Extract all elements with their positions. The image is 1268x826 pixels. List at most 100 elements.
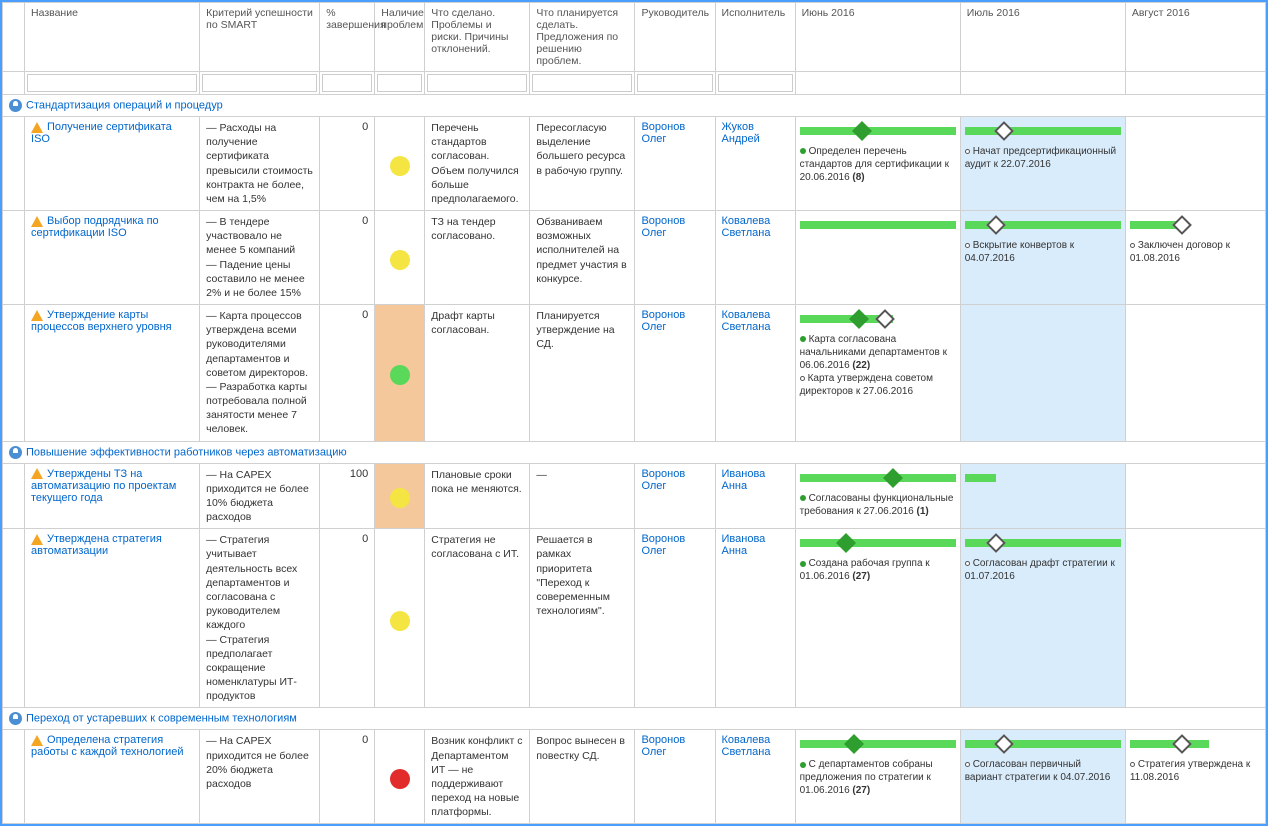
bullet-icon	[1130, 762, 1135, 767]
done-cell: Стратегия не согласована с ИТ.	[425, 529, 530, 708]
task-name-link[interactable]: Выбор подрядчика по сертификации ISO	[31, 215, 159, 239]
milestone-pending-icon[interactable]	[994, 121, 1014, 141]
col-status[interactable]: Наличие проблем	[375, 3, 425, 72]
executor-link[interactable]: Ковалева Светлана	[722, 215, 771, 239]
task-row: Утверждены ТЗ на автоматизацию по проект…	[3, 463, 1266, 529]
status-cell	[375, 305, 425, 442]
task-name-link[interactable]: Утверждены ТЗ на автоматизацию по проект…	[31, 468, 176, 504]
expand-cell[interactable]	[3, 463, 25, 529]
pct-cell: 0	[320, 211, 375, 305]
warning-icon	[31, 468, 43, 479]
bullet-icon	[965, 762, 970, 767]
filter-row	[3, 72, 1266, 95]
pct-cell: 0	[320, 730, 375, 824]
executor-link[interactable]: Ковалева Светлана	[722, 309, 771, 333]
bullet-icon	[800, 336, 806, 342]
plan-cell: —	[530, 463, 635, 529]
pct-cell: 0	[320, 117, 375, 211]
group-collapse-icon[interactable]	[9, 99, 22, 112]
milestone-label: Карта утверждена советом директоров к 27…	[800, 372, 956, 398]
milestone-label: С департаментов собраны предложения по с…	[800, 758, 956, 797]
task-name-link[interactable]: Утверждена стратегия автоматизации	[31, 533, 162, 557]
plan-cell: Решается в рамках приоритета "Переход к …	[530, 529, 635, 708]
filter-manager[interactable]	[637, 74, 712, 92]
col-manager[interactable]: Руководитель	[635, 3, 715, 72]
group-row[interactable]: Повышение эффективности работников через…	[3, 441, 1266, 463]
milestone-pending-icon[interactable]	[994, 734, 1014, 754]
milestone-done-icon[interactable]	[844, 734, 864, 754]
col-done[interactable]: Что сделано. Проблемы и риски. Причины о…	[425, 3, 530, 72]
group-collapse-icon[interactable]	[9, 446, 22, 459]
timeline-cell	[1125, 117, 1265, 211]
col-expand[interactable]	[3, 3, 25, 72]
expand-cell[interactable]	[3, 730, 25, 824]
filter-status[interactable]	[377, 74, 422, 92]
col-month3[interactable]: Август 2016	[1125, 3, 1265, 72]
col-month1[interactable]: Июнь 2016	[795, 3, 960, 72]
filter-plan[interactable]	[532, 74, 632, 92]
executor-link[interactable]: Иванова Анна	[722, 533, 766, 557]
group-row[interactable]: Переход от устаревших к современным техн…	[3, 708, 1266, 730]
filter-done[interactable]	[427, 74, 527, 92]
col-plan[interactable]: Что планируется сделать. Предложения по …	[530, 3, 635, 72]
col-name[interactable]: Название	[25, 3, 200, 72]
done-cell: Перечень стандартов согласован. Объем по…	[425, 117, 530, 211]
milestone-pending-icon[interactable]	[986, 533, 1006, 553]
expand-cell[interactable]	[3, 529, 25, 708]
milestone-pending-icon[interactable]	[1172, 734, 1192, 754]
group-title: Переход от устаревших к современным техн…	[26, 713, 297, 725]
warning-icon	[31, 216, 43, 227]
manager-link[interactable]: Воронов Олег	[641, 121, 685, 145]
task-name-link[interactable]: Утверждение карты процессов верхнего уро…	[31, 309, 172, 333]
filter-criteria[interactable]	[202, 74, 317, 92]
expand-cell[interactable]	[3, 305, 25, 442]
warning-icon	[31, 735, 43, 746]
manager-link[interactable]: Воронов Олег	[641, 468, 685, 492]
manager-link[interactable]: Воронов Олег	[641, 309, 685, 333]
manager-link[interactable]: Воронов Олег	[641, 215, 685, 239]
milestone-pending-icon[interactable]	[1172, 215, 1192, 235]
executor-link[interactable]: Ковалева Светлана	[722, 734, 771, 758]
expand-cell[interactable]	[3, 117, 25, 211]
col-month2[interactable]: Июль 2016	[960, 3, 1125, 72]
milestone-label: Начат предсертификационный аудит к 22.07…	[965, 145, 1121, 171]
gantt-bar	[800, 221, 956, 229]
milestone-done-icon[interactable]	[849, 309, 869, 329]
col-pct[interactable]: % завершения	[320, 3, 375, 72]
milestone-done-icon[interactable]	[837, 533, 857, 553]
filter-executor[interactable]	[718, 74, 793, 92]
gantt-bar	[800, 740, 956, 748]
gantt-bar	[800, 474, 956, 482]
plan-cell: Обзваниваем возможных исполнителей на пр…	[530, 211, 635, 305]
bullet-icon	[800, 561, 806, 567]
milestone-done-icon[interactable]	[883, 468, 903, 488]
col-executor[interactable]: Исполнитель	[715, 3, 795, 72]
executor-link[interactable]: Иванова Анна	[722, 468, 766, 492]
manager-link[interactable]: Воронов Олег	[641, 533, 685, 557]
criteria-cell: — Стратегия учитывает деятельность всех …	[200, 529, 320, 708]
timeline-cell: Заключен договор к 01.08.2016	[1125, 211, 1265, 305]
manager-link[interactable]: Воронов Олег	[641, 734, 685, 758]
status-indicator-icon	[390, 611, 410, 631]
timeline-cell: Определен перечень стандартов для сертиф…	[795, 117, 960, 211]
executor-link[interactable]: Жуков Андрей	[722, 121, 760, 145]
task-name-link[interactable]: Определена стратегия работы с каждой тех…	[31, 734, 184, 758]
group-collapse-icon[interactable]	[9, 712, 22, 725]
milestone-label: Стратегия утверждена к 11.08.2016	[1130, 758, 1261, 784]
task-name-link[interactable]: Получение сертификата ISO	[31, 121, 172, 145]
project-table: Название Критерий успешности по SMART % …	[2, 2, 1266, 824]
milestone-label: Согласованы функциональные требования к …	[800, 492, 956, 518]
group-row[interactable]: Стандартизация операций и процедур	[3, 95, 1266, 117]
milestone-pending-icon[interactable]	[876, 309, 896, 329]
expand-cell[interactable]	[3, 211, 25, 305]
status-indicator-icon	[390, 488, 410, 508]
filter-name[interactable]	[27, 74, 197, 92]
filter-pct[interactable]	[322, 74, 372, 92]
status-indicator-icon	[390, 769, 410, 789]
milestone-done-icon[interactable]	[852, 121, 872, 141]
milestone-pending-icon[interactable]	[986, 215, 1006, 235]
col-criteria[interactable]: Критерий успешности по SMART	[200, 3, 320, 72]
plan-cell: Планируется утверждение на СД.	[530, 305, 635, 442]
done-cell: Возник конфликт с Департаментом ИТ — не …	[425, 730, 530, 824]
timeline-cell: Вскрытие конвертов к 04.07.2016	[960, 211, 1125, 305]
